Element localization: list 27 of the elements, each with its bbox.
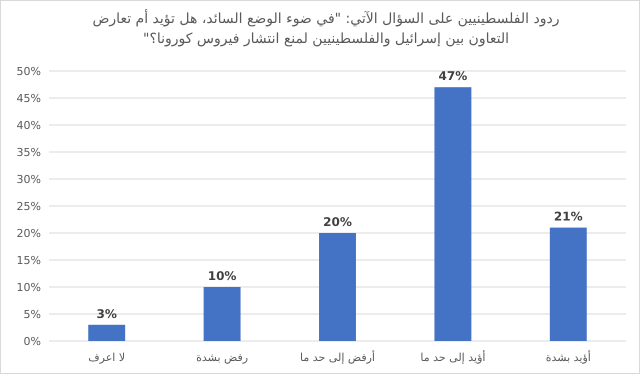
data-label: 3% [96, 306, 117, 321]
y-tick-label: 35% [16, 146, 41, 159]
bar [319, 233, 356, 341]
x-tick-label: أؤيد بشدة [546, 350, 591, 364]
x-tick-label: أؤيد إلى حد ما [420, 350, 486, 364]
y-tick-label: 5% [24, 308, 41, 321]
bar [550, 228, 587, 341]
y-tick-label: 0% [24, 335, 41, 348]
bar [204, 287, 241, 341]
x-tick-label: لا اعرف [88, 351, 126, 364]
data-label: 10% [208, 269, 236, 283]
y-tick-label: 15% [16, 254, 41, 267]
y-tick-label: 10% [16, 281, 41, 294]
y-tick-label: 25% [16, 200, 41, 213]
x-tick-label: رفض بشدة [196, 351, 248, 364]
y-tick-label: 50% [16, 65, 41, 78]
y-tick-label: 30% [16, 173, 41, 186]
y-tick-label: 40% [16, 119, 41, 132]
bar [434, 87, 472, 341]
chart-title: ردود الفلسطينيين على السؤال الآتي: "في ضوء الوضع السائد، هل تؤيد أم تعارض التعاون بين إسرائيل والفلسطينيين لمنع انتشار فيروس كورونا؟" [92, 9, 560, 49]
y-tick-label: 20% [16, 227, 41, 240]
data-label: 47% [438, 69, 468, 84]
x-tick-label: أرفض إلى حد ما [300, 350, 375, 364]
bar [88, 324, 126, 341]
y-tick-label: 45% [16, 92, 41, 105]
data-label: 21% [554, 210, 583, 224]
data-label: 20% [323, 215, 352, 229]
